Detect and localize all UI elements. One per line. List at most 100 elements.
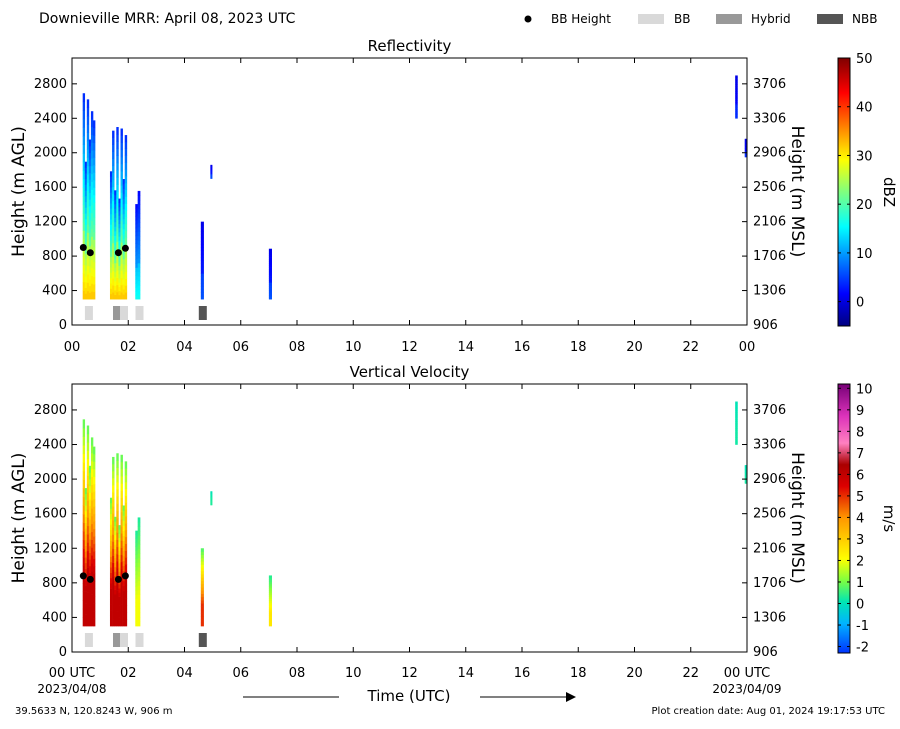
echo-pixel xyxy=(268,581,272,585)
echo-pixel xyxy=(268,288,272,292)
echo-pixel xyxy=(84,591,88,598)
echo-pixel xyxy=(84,201,88,208)
echo-pixel xyxy=(124,605,128,613)
echo-pixel xyxy=(124,578,128,586)
echo-pixel xyxy=(120,284,123,293)
echo-pixel xyxy=(135,542,138,547)
echo-pixel xyxy=(84,281,88,289)
echo-pixel xyxy=(116,170,119,178)
echo-pixel xyxy=(86,107,90,117)
echo-pixel xyxy=(112,242,115,251)
colorbar-tick-label: 4 xyxy=(856,511,864,526)
x-tick-label: 08 xyxy=(289,340,306,355)
echo-pixel xyxy=(84,516,88,523)
echo-pixel xyxy=(137,204,141,210)
echo-pixel xyxy=(120,454,123,463)
echo-pixel xyxy=(122,510,126,516)
echo-pixel xyxy=(200,295,204,300)
echo-pixel xyxy=(135,283,138,288)
echo-pixel xyxy=(109,551,113,557)
echo-pixel xyxy=(88,485,92,493)
y-axis-label-right: Height (m MSL) xyxy=(787,452,807,584)
echo-pixel xyxy=(735,430,738,433)
echo-pixel xyxy=(210,172,213,174)
echo-pixel xyxy=(137,240,141,246)
echo-pixel xyxy=(744,468,747,470)
echo-cell-3 xyxy=(200,548,204,627)
bb-type-marker-bb xyxy=(135,306,144,320)
plot-frame xyxy=(71,383,748,653)
echo-pixel xyxy=(114,607,117,613)
echo-pixel xyxy=(122,621,126,627)
colorbar-tick-label: 2 xyxy=(856,554,864,569)
colorbar-tick-label: 6 xyxy=(856,468,864,483)
echo-pixel xyxy=(200,279,204,284)
echo-pixel xyxy=(116,489,119,497)
echo-pixel xyxy=(210,174,213,176)
echo-pixel xyxy=(135,538,138,543)
echo-pixel xyxy=(112,611,115,620)
echo-pixel xyxy=(112,527,115,535)
echo-pixel xyxy=(120,504,123,513)
echo-pixel xyxy=(200,577,204,581)
echo-pixel xyxy=(114,571,117,577)
bb-type-marker-nbb xyxy=(198,306,207,320)
echo-pixel xyxy=(114,235,117,241)
echo-pixel xyxy=(114,539,117,545)
echo-pixel xyxy=(88,139,92,147)
echo-pixel xyxy=(114,281,117,286)
echo-pixel xyxy=(93,551,96,560)
echo-pixel xyxy=(82,144,86,154)
y-tick-label: 2800 xyxy=(34,403,67,418)
echo-pixel xyxy=(86,600,90,610)
echo-pixel xyxy=(116,256,119,264)
echo-pixel xyxy=(116,554,119,562)
echo-pixel xyxy=(82,213,86,223)
y-tick-label: 2400 xyxy=(34,438,67,453)
x-tick-label: 00 xyxy=(739,340,756,355)
echo-pixel xyxy=(93,120,96,129)
echo-pixel xyxy=(122,199,126,205)
echo-pixel xyxy=(735,412,738,415)
echo-pixel xyxy=(118,613,121,618)
echo-pixel xyxy=(82,101,86,111)
echo-cell-6 xyxy=(735,401,738,445)
echo-pixel xyxy=(268,577,272,580)
echo-pixel xyxy=(82,522,86,532)
echo-pixel xyxy=(137,272,141,277)
echo-pixel xyxy=(112,165,115,174)
echo-pixel xyxy=(93,528,96,537)
echo-pixel xyxy=(86,509,90,518)
echo-pixel xyxy=(124,516,128,524)
echo-pixel xyxy=(210,503,213,505)
echo-pixel xyxy=(88,239,92,247)
echo-cell-1 xyxy=(109,127,128,300)
echo-pixel xyxy=(109,283,113,289)
location-label: 39.5633 N, 120.8243 W, 906 m xyxy=(15,706,173,717)
echo-pixel xyxy=(124,468,128,476)
echo-pixel xyxy=(109,503,113,509)
echo-pixel xyxy=(122,179,126,185)
echo-pixel xyxy=(109,556,113,563)
echo-pixel xyxy=(86,274,90,283)
echo-pixel xyxy=(88,492,92,500)
bb-type-marker-bb xyxy=(84,633,93,647)
echo-pixel xyxy=(82,136,86,146)
echo-pixel xyxy=(86,290,90,300)
echo-pixel xyxy=(268,250,272,254)
echo-pixel xyxy=(116,291,119,300)
echo-pixel xyxy=(200,583,204,588)
figure-title: Downieville MRR: April 08, 2023 UTC xyxy=(39,11,296,27)
echo-pixel xyxy=(84,488,88,495)
echo-pixel xyxy=(84,562,88,569)
y-tick-label: 1200 xyxy=(34,541,67,556)
echo-pixel xyxy=(86,567,90,577)
echo-pixel xyxy=(88,272,92,280)
echo-pixel xyxy=(735,105,738,108)
echo-pixel xyxy=(90,563,94,572)
y-tick-label: 1600 xyxy=(34,507,67,522)
echo-pixel xyxy=(114,544,117,549)
echo-pixel xyxy=(120,583,123,591)
echo-pixel xyxy=(93,573,96,582)
